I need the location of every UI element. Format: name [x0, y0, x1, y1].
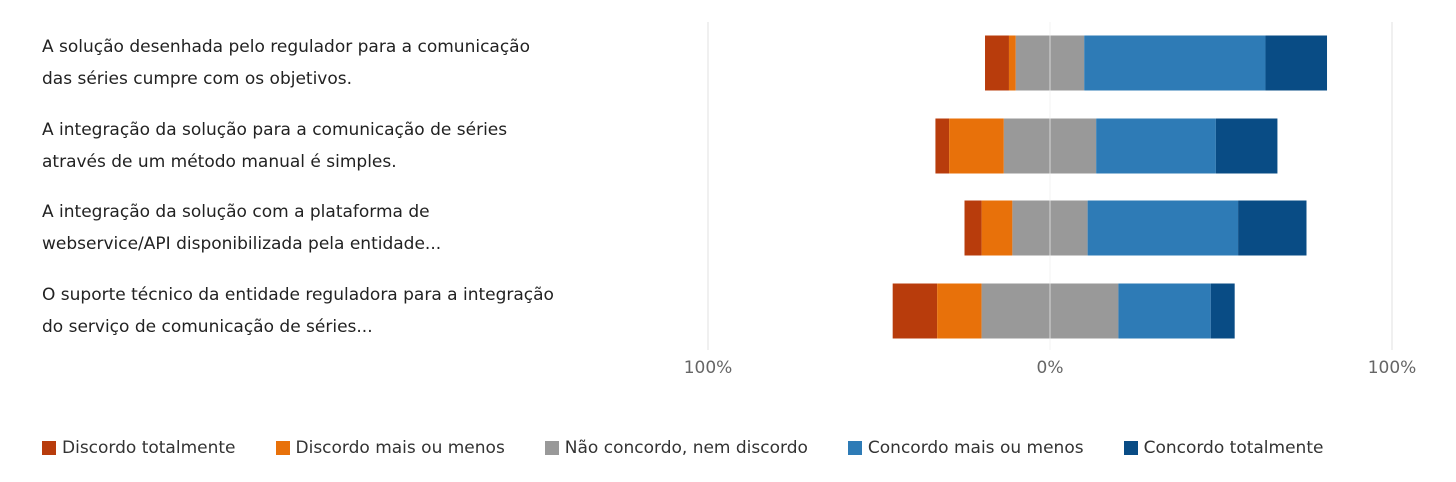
bar-segment: [892, 283, 938, 339]
legend-label: Concordo totalmente: [1143, 438, 1324, 458]
legend-label: Discordo mais ou menos: [295, 438, 505, 458]
legend-label: Não concordo, nem discordo: [564, 438, 808, 458]
bar-segment: [1084, 35, 1266, 91]
bar-segment: [1096, 118, 1216, 174]
bar-segment: [949, 118, 1004, 174]
legend-swatch: [847, 441, 862, 455]
legend-label: Discordo totalmente: [62, 438, 236, 458]
bar-segment: [981, 200, 1013, 256]
bar-segment: [964, 200, 982, 256]
category-label: A integração da solução com a plataforma…: [42, 202, 442, 254]
bar-segment: [1118, 283, 1211, 339]
legend-swatch: [275, 441, 290, 455]
bar-segment: [937, 283, 982, 339]
legend-swatch: [1123, 441, 1138, 455]
bar-segment: [1087, 200, 1239, 256]
bar-segment: [1008, 35, 1016, 91]
legend-item: Não concordo, nem discordo: [544, 438, 808, 458]
legend-item: Concordo mais ou menos: [847, 438, 1084, 458]
legend-item: Discordo totalmente: [42, 438, 236, 458]
bar-segment: [1215, 118, 1278, 174]
category-label: A integração da solução para a comunicaç…: [42, 120, 508, 172]
bar-segment: [935, 118, 950, 174]
legend-swatch: [544, 441, 559, 455]
legend-label: Concordo mais ou menos: [867, 438, 1084, 458]
legend-item: Concordo totalmente: [1123, 438, 1324, 458]
category-label: O suporte técnico da entidade reguladora…: [42, 285, 554, 337]
bar-segment: [1265, 35, 1328, 91]
x-tick-label: 0%: [1037, 358, 1064, 378]
bar-segment: [1238, 200, 1307, 256]
category-label: A solução desenhada pelo regulador para …: [42, 37, 530, 89]
legend: Discordo totalmente Discordo mais ou meno…: [42, 438, 1323, 458]
bar-segment: [1210, 283, 1235, 339]
bar-segment: [985, 35, 1009, 91]
legend-swatch: [42, 441, 56, 455]
x-tick-label: 100%: [684, 358, 733, 378]
legend-item: Discordo mais ou menos: [275, 438, 505, 458]
x-tick-label: 100%: [1368, 358, 1417, 378]
